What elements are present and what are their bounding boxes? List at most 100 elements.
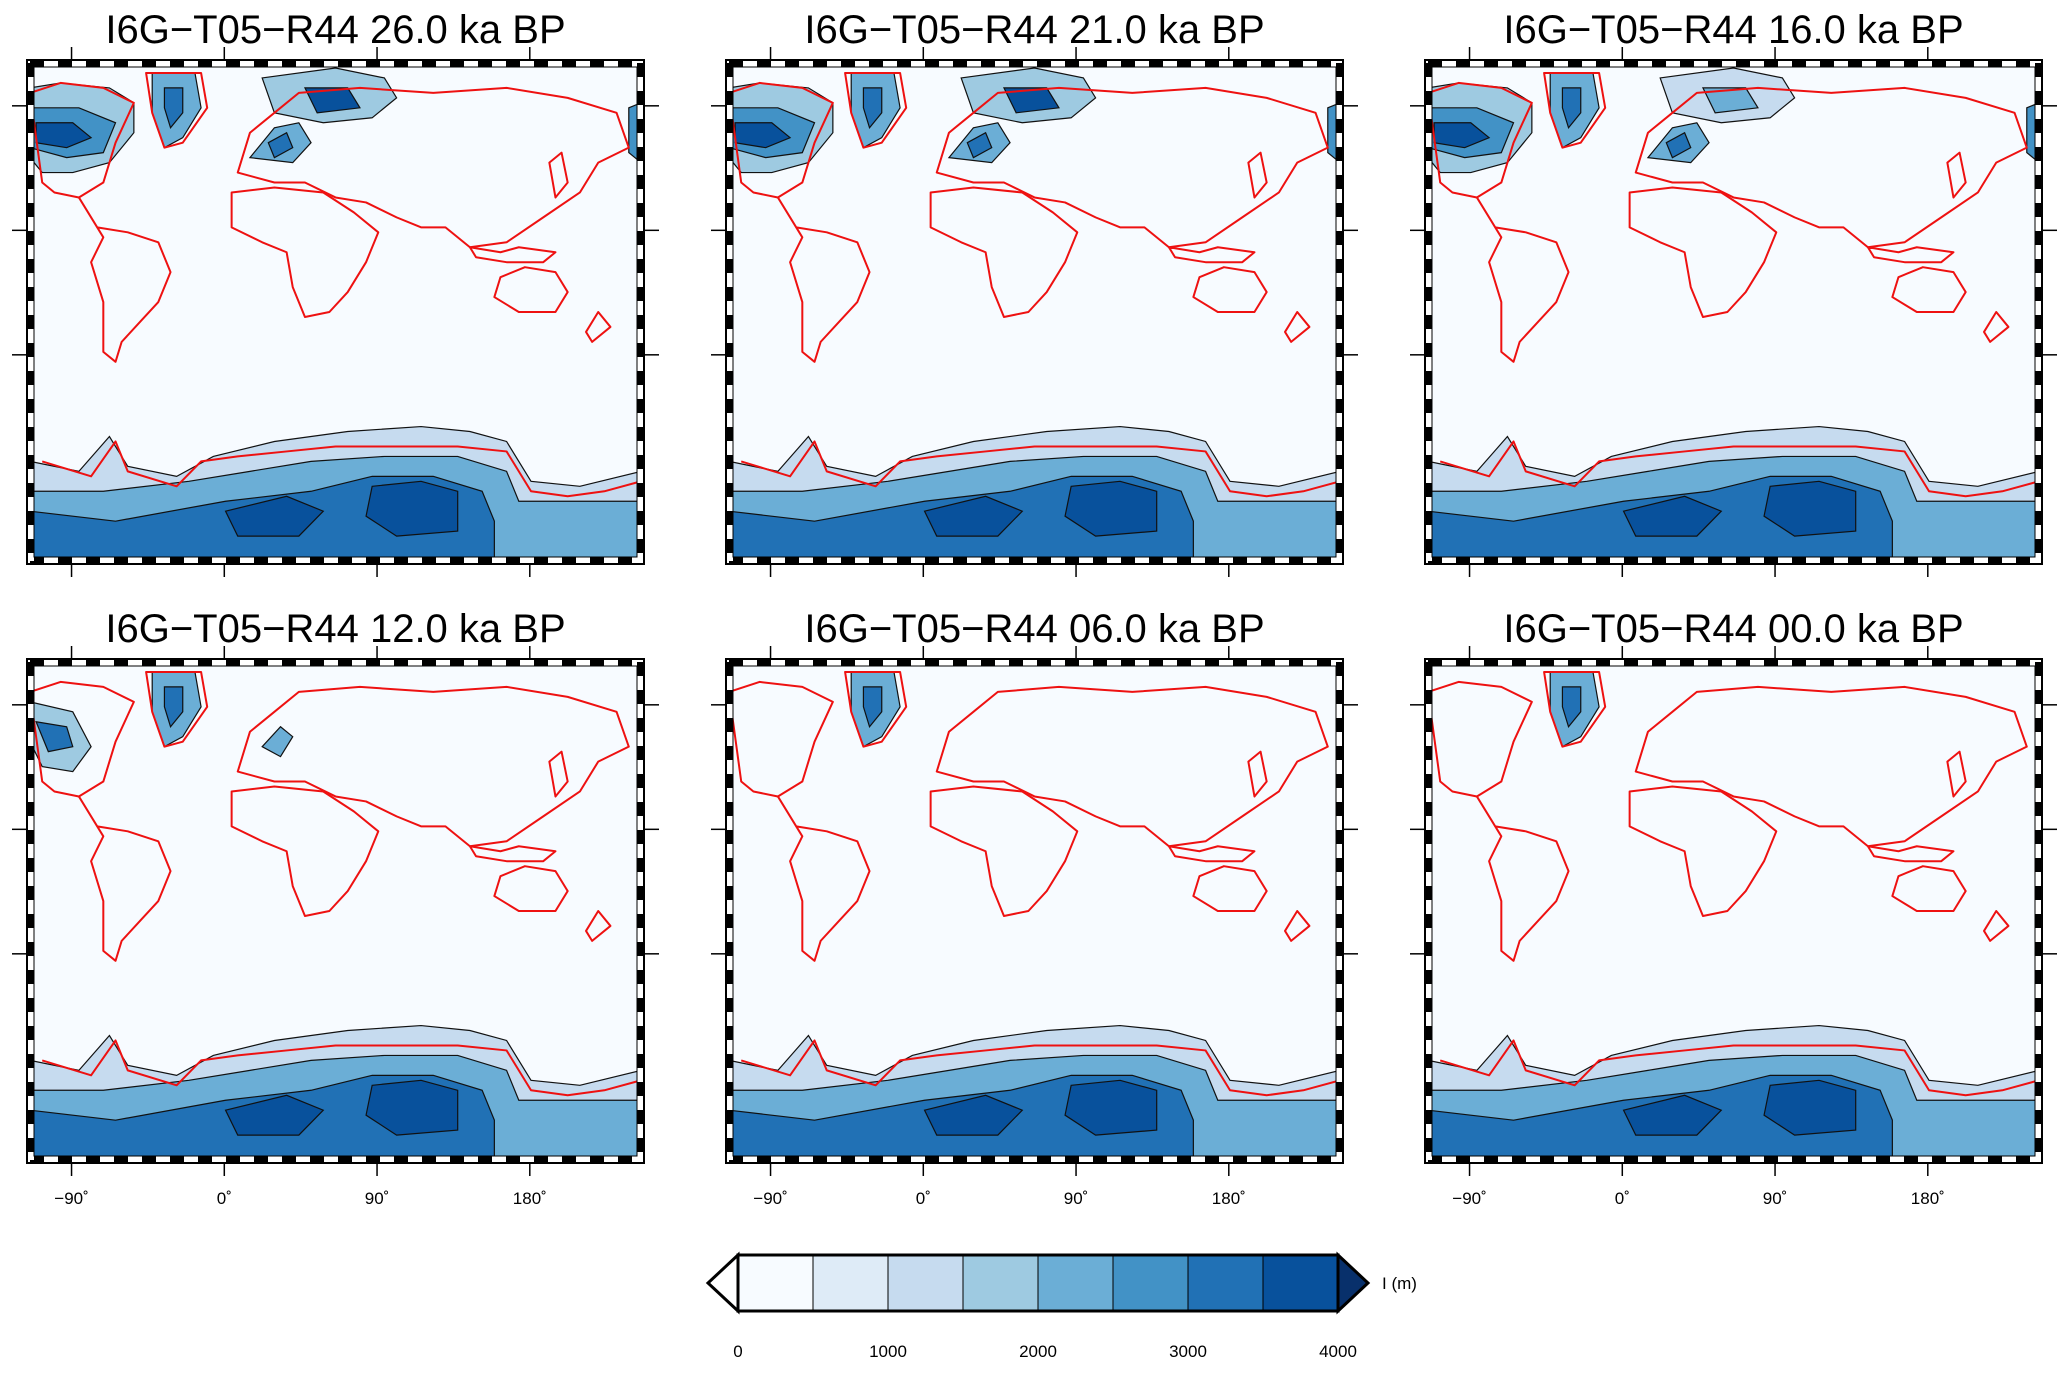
antarctic-ice-core [1064, 480, 1158, 537]
x-tick-label: 180˚ [1212, 1189, 1246, 1208]
colorbar-under-triangle [705, 1251, 740, 1315]
coastline-segment [1284, 910, 1311, 942]
antarctic-ice-core [1763, 1079, 1857, 1136]
coastline-segment [1634, 86, 2028, 249]
coastline-segment [1866, 845, 1955, 863]
coastline-segment [230, 186, 380, 318]
axis-ticks [711, 646, 1358, 1176]
antarctic-ice-core-west [1622, 1094, 1723, 1136]
map-frame [725, 658, 1344, 1164]
coastline-segment [1247, 750, 1268, 798]
coastline-segment [776, 196, 871, 363]
antarctic-ice-core [1763, 480, 1857, 537]
panel-title: I6G−T05−R44 00.0 ka BP [1503, 607, 1963, 651]
coastlines [30, 71, 641, 498]
coastlines [1428, 670, 2039, 1097]
axis-ticks [1410, 47, 2057, 577]
coastlines [729, 670, 1340, 1097]
ice-thickness-field [729, 671, 1340, 1160]
coastline-segment [1946, 151, 1967, 199]
coastline-segment [935, 685, 1329, 848]
map-panel-5: I6G−T05−R44 06.0 ka BP −90˚ 0˚ 90˚ 180˚ [711, 607, 1358, 1208]
coastline-segment [493, 865, 569, 912]
coastline-segment [1628, 785, 1778, 917]
coastline-segment [145, 670, 209, 748]
map-panel-4: I6G−T05−R44 12.0 ka BP −90˚ 0˚ 90˚ 180˚ [12, 607, 659, 1208]
axis-ticks [1410, 646, 2057, 1176]
coastline-segment [1167, 845, 1256, 863]
map-panel-1: I6G−T05−R44 26.0 ka BP [12, 8, 659, 577]
coastline-segment [1428, 81, 1533, 199]
map-frame [725, 59, 1344, 565]
colorbar-tick-label: 1000 [869, 1342, 907, 1361]
coastline-segment [30, 81, 135, 199]
coastline-segment [729, 680, 834, 798]
map-frame [1424, 658, 2043, 1164]
colorbar-swatch [1262, 1254, 1339, 1312]
greenland-ice-core [1561, 686, 1582, 728]
map-frame [1424, 59, 2043, 565]
coastline-segment [468, 845, 557, 863]
coastline-segment [548, 750, 569, 798]
colorbar-swatch [1187, 1254, 1264, 1312]
coastlines [729, 71, 1340, 498]
map-panel-3: I6G−T05−R44 16.0 ka BP [1410, 8, 2057, 577]
colorbar-swatch [962, 1254, 1039, 1312]
antarctic-ice-core-west [923, 1094, 1024, 1136]
ice-thickness-field [1428, 671, 2039, 1160]
x-tick-label: 180˚ [513, 1189, 547, 1208]
panel-title: I6G−T05−R44 12.0 ka BP [105, 607, 565, 651]
coastline-segment [236, 86, 630, 249]
coastline-segment [740, 1039, 1340, 1097]
coastline-segment [1983, 910, 2010, 942]
coastline-segment [844, 670, 908, 748]
coastline-segment [236, 685, 630, 848]
greenland-ice-core [862, 87, 883, 129]
coastline-segment [1439, 440, 2039, 498]
coastline-segment [230, 785, 380, 917]
coastline-segment [1284, 311, 1311, 343]
coastline-segment [41, 440, 641, 498]
colorbar-tick-label: 4000 [1319, 1342, 1357, 1361]
coastline-segment [1475, 196, 1570, 363]
colorbar: 0 1000 2000 3000 4000 I (m) [705, 1251, 1417, 1361]
colorbar-tick-label: 2000 [1019, 1342, 1057, 1361]
coastline-segment [929, 785, 1079, 917]
fennoscandian-ice-remnant [261, 725, 294, 758]
x-tick-label: 90˚ [1064, 1189, 1089, 1208]
antarctic-ice-core-west [1622, 495, 1723, 537]
coastline-segment [935, 86, 1329, 249]
coastline-segment [548, 151, 569, 199]
coastline-segment [1167, 246, 1256, 264]
map-panel-6: I6G−T05−R44 00.0 ka BP −90˚ 0˚ 90˚ 180˚ [1410, 607, 2057, 1208]
coastline-segment [1891, 266, 1967, 313]
coastline-segment [844, 71, 908, 149]
barents-kara-ice-core [1701, 87, 1759, 114]
coastline-segment [1628, 186, 1778, 318]
colorbar-label: I (m) [1382, 1274, 1417, 1293]
barents-kara-ice-core [303, 87, 361, 114]
ice-thickness-field [30, 67, 641, 561]
colorbar-over-triangle [1336, 1251, 1371, 1315]
panel-title: I6G−T05−R44 26.0 ka BP [105, 8, 565, 52]
coastline-segment [1192, 266, 1268, 313]
coastline-segment [1247, 151, 1268, 199]
greenland-ice-core [163, 87, 184, 129]
x-tick-label: −90˚ [753, 1189, 788, 1208]
fennoscandian-ice-core [966, 131, 993, 159]
ice-thickness-field [729, 67, 1340, 561]
panel-title: I6G−T05−R44 06.0 ka BP [804, 607, 1264, 651]
map-frame [26, 59, 645, 565]
ice-thickness-field [30, 671, 641, 1160]
coastline-segment [1634, 685, 2028, 848]
colorbar-tick-label: 3000 [1169, 1342, 1207, 1361]
greenland-ice-core [1561, 87, 1582, 129]
x-tick-label: 180˚ [1911, 1189, 1945, 1208]
coastline-segment [1543, 670, 1607, 748]
antarctic-ice-core [1064, 1079, 1158, 1136]
antarctic-ice-core-west [923, 495, 1024, 537]
fennoscandian-ice-core [1665, 131, 1692, 159]
coastline-segment [585, 910, 612, 942]
coastline-segment [1428, 680, 1533, 798]
